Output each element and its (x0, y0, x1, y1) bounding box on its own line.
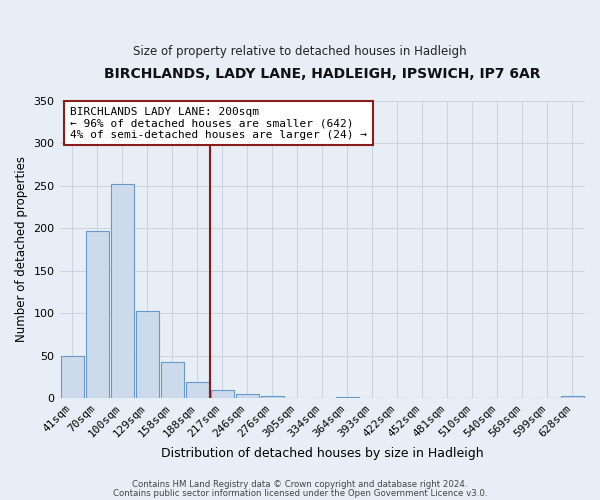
Bar (236, 394, 259, 398)
Text: Contains HM Land Registry data © Crown copyright and database right 2024.: Contains HM Land Registry data © Crown c… (132, 480, 468, 489)
Bar (161, 362, 184, 398)
Text: BIRCHLANDS LADY LANE: 200sqm
← 96% of detached houses are smaller (642)
4% of se: BIRCHLANDS LADY LANE: 200sqm ← 96% of de… (70, 106, 367, 140)
Bar (261, 396, 284, 398)
Bar (336, 397, 359, 398)
Title: BIRCHLANDS, LADY LANE, HADLEIGH, IPSWICH, IP7 6AR: BIRCHLANDS, LADY LANE, HADLEIGH, IPSWICH… (104, 68, 541, 82)
Bar (211, 390, 233, 398)
X-axis label: Distribution of detached houses by size in Hadleigh: Distribution of detached houses by size … (161, 447, 484, 460)
Bar (86, 230, 109, 398)
Bar (61, 356, 83, 398)
Bar (136, 310, 158, 398)
Bar (185, 382, 209, 398)
Text: Contains public sector information licensed under the Open Government Licence v3: Contains public sector information licen… (113, 488, 487, 498)
Bar (110, 184, 134, 398)
Y-axis label: Number of detached properties: Number of detached properties (15, 156, 28, 342)
Bar (561, 396, 584, 398)
Text: Size of property relative to detached houses in Hadleigh: Size of property relative to detached ho… (133, 45, 467, 58)
